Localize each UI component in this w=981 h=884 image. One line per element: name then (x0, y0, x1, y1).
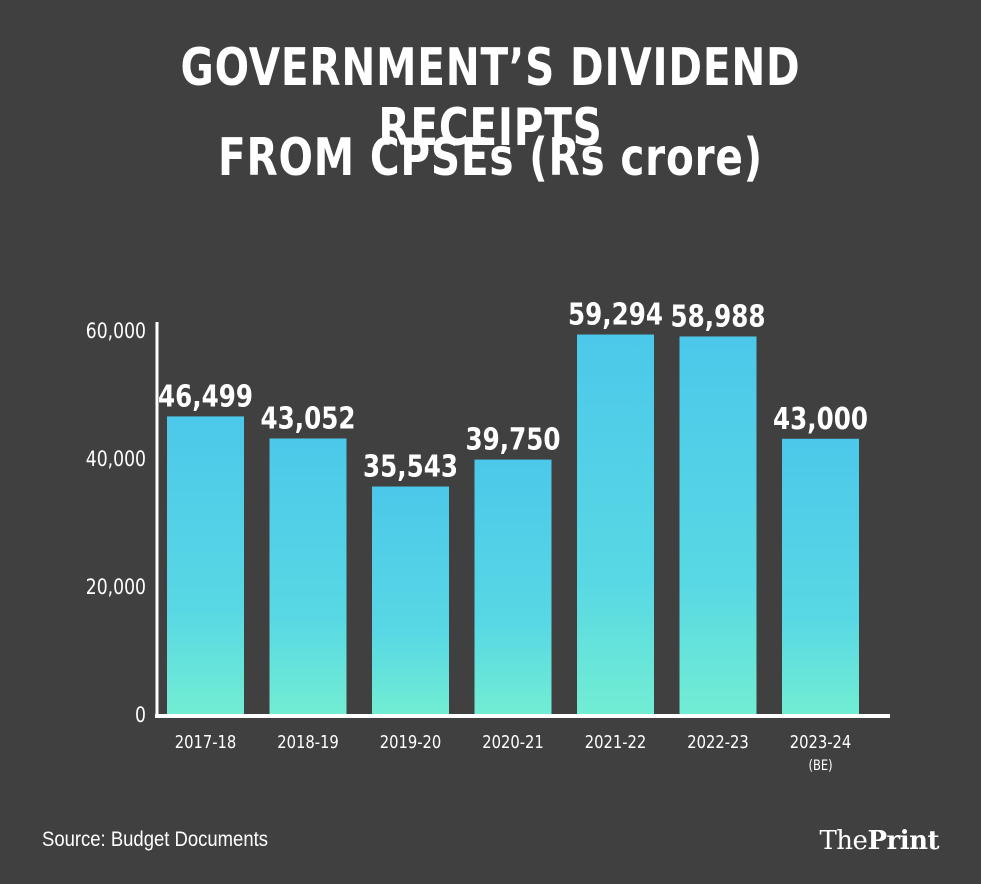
y-tick-label: 40,000 (86, 446, 146, 471)
x-tick-label: 2022-23 (687, 732, 749, 753)
bar (679, 336, 757, 714)
bar (269, 438, 347, 714)
bar-value-label: 39,750 (466, 423, 561, 457)
bar (577, 334, 654, 714)
bar-value-label: 43,000 (773, 403, 868, 437)
chart-title-line-2: FROM CPSEs (Rs crore) (218, 128, 763, 188)
logo-name: Print (867, 826, 939, 856)
x-tick-label: 2018-19 (277, 732, 339, 753)
x-tick-note: (BE) (808, 758, 832, 774)
x-tick-label: 2020-21 (482, 732, 544, 753)
bar (167, 416, 244, 714)
logo-prefix: The (819, 826, 868, 856)
bar-value-label: 35,543 (363, 450, 458, 484)
theprint-logo: ThePrint (819, 826, 939, 856)
x-tick-label: 2019-20 (380, 732, 442, 753)
bar-value-label: 59,294 (568, 298, 663, 332)
bar (474, 459, 552, 714)
y-tick-label: 0 (135, 702, 146, 727)
x-tick-label: 2017-18 (175, 732, 237, 753)
x-tick-label: 2023-24 (790, 732, 852, 753)
source-note: Source: Budget Documents (42, 828, 268, 851)
bar (782, 438, 859, 714)
bar-value-label: 46,499 (158, 380, 253, 414)
y-tick-label: 20,000 (86, 574, 146, 599)
chart-title-line-1: GOVERNMENT’S DIVIDEND RECEIPTS (180, 38, 801, 158)
bar-value-label: 58,988 (671, 300, 766, 334)
x-tick-label: 2021-22 (585, 732, 647, 753)
bar (372, 486, 449, 714)
y-tick-label: 60,000 (86, 318, 146, 343)
bar-value-label: 43,052 (261, 402, 356, 436)
